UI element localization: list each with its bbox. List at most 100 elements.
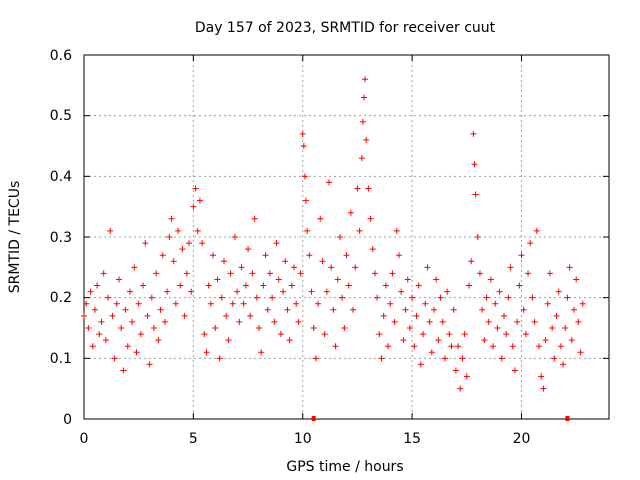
data-point bbox=[332, 343, 339, 350]
data-point bbox=[260, 282, 267, 289]
data-point bbox=[522, 331, 529, 338]
data-point bbox=[511, 367, 518, 374]
data-point bbox=[155, 337, 162, 344]
data-point bbox=[303, 197, 310, 204]
data-point bbox=[376, 331, 383, 338]
data-point bbox=[229, 300, 236, 307]
data-point bbox=[503, 331, 510, 338]
data-point bbox=[396, 252, 402, 259]
data-point bbox=[406, 325, 413, 331]
data-point bbox=[319, 258, 326, 265]
data-point bbox=[288, 282, 295, 289]
data-point bbox=[164, 288, 171, 295]
data-point bbox=[111, 355, 118, 362]
data-point bbox=[227, 270, 234, 277]
data-point bbox=[457, 385, 464, 392]
data-point bbox=[439, 318, 446, 325]
data-point bbox=[142, 240, 149, 247]
data-point bbox=[433, 276, 440, 283]
data-point bbox=[295, 318, 302, 325]
data-point bbox=[551, 355, 558, 362]
data-point bbox=[98, 318, 105, 325]
data-point bbox=[527, 240, 534, 247]
data-point bbox=[262, 252, 269, 259]
data-point bbox=[507, 264, 514, 271]
data-point bbox=[273, 240, 280, 247]
data-point bbox=[205, 282, 212, 289]
zero-marker bbox=[311, 416, 316, 421]
data-point bbox=[266, 270, 273, 277]
data-point bbox=[441, 355, 448, 362]
data-point bbox=[328, 264, 335, 271]
data-point bbox=[181, 312, 188, 319]
data-point bbox=[389, 270, 396, 277]
data-point bbox=[124, 343, 131, 350]
data-point bbox=[501, 312, 507, 319]
data-point bbox=[312, 355, 319, 362]
data-point bbox=[179, 246, 186, 253]
data-point bbox=[96, 331, 103, 338]
xtick-label: 0 bbox=[80, 431, 89, 447]
data-point bbox=[120, 367, 127, 374]
data-point bbox=[299, 130, 306, 137]
data-point bbox=[236, 318, 243, 325]
data-point bbox=[476, 270, 483, 277]
data-point bbox=[471, 161, 478, 168]
data-point bbox=[385, 343, 392, 350]
data-point bbox=[555, 288, 562, 295]
data-point bbox=[116, 276, 122, 283]
x-axis-label: GPS time / hours bbox=[286, 459, 403, 475]
data-point bbox=[420, 331, 427, 338]
data-point bbox=[218, 294, 225, 301]
data-point bbox=[264, 306, 271, 313]
data-point bbox=[468, 258, 475, 265]
data-point bbox=[271, 318, 278, 325]
data-point bbox=[378, 355, 385, 362]
data-point bbox=[269, 294, 276, 301]
data-point bbox=[251, 215, 258, 222]
data-point bbox=[358, 155, 365, 162]
data-point bbox=[94, 282, 101, 289]
data-point bbox=[192, 185, 199, 192]
data-point bbox=[212, 325, 219, 331]
data-point bbox=[170, 258, 177, 265]
data-point bbox=[577, 349, 584, 356]
data-point bbox=[546, 270, 553, 277]
ytick-label: 0.6 bbox=[50, 48, 72, 64]
data-point bbox=[81, 312, 87, 319]
data-point bbox=[398, 288, 405, 295]
data-point bbox=[562, 325, 569, 331]
data-point bbox=[496, 288, 503, 295]
y-tick-labels: 0 0.1 0.2 0.3 0.4 0.5 0.6 bbox=[50, 48, 72, 428]
data-point bbox=[157, 306, 164, 313]
data-point bbox=[210, 252, 217, 259]
data-point bbox=[87, 288, 94, 295]
y-axis-label: SRMTID / TECUs bbox=[7, 181, 23, 294]
data-point bbox=[172, 300, 179, 307]
data-point bbox=[509, 343, 516, 350]
data-point bbox=[387, 300, 394, 307]
data-point bbox=[118, 325, 125, 331]
data-point bbox=[284, 306, 291, 313]
chart-title: Day 157 of 2023, SRMTID for receiver cuu… bbox=[195, 20, 496, 36]
data-point bbox=[194, 227, 201, 234]
data-point bbox=[393, 227, 400, 234]
data-point bbox=[231, 234, 238, 240]
data-point bbox=[452, 367, 459, 374]
data-point bbox=[413, 312, 420, 319]
data-point bbox=[391, 318, 398, 325]
data-point bbox=[544, 300, 551, 307]
data-point bbox=[354, 185, 361, 192]
data-point bbox=[203, 349, 210, 356]
data-point bbox=[310, 325, 317, 331]
data-point bbox=[85, 325, 92, 331]
data-point bbox=[214, 276, 221, 283]
data-point bbox=[553, 312, 560, 319]
data-point bbox=[533, 227, 540, 234]
data-point bbox=[306, 252, 313, 259]
data-point bbox=[336, 234, 343, 240]
data-point bbox=[345, 282, 352, 289]
xtick-label: 20 bbox=[513, 431, 531, 447]
data-point bbox=[277, 331, 284, 338]
data-point bbox=[83, 300, 90, 307]
